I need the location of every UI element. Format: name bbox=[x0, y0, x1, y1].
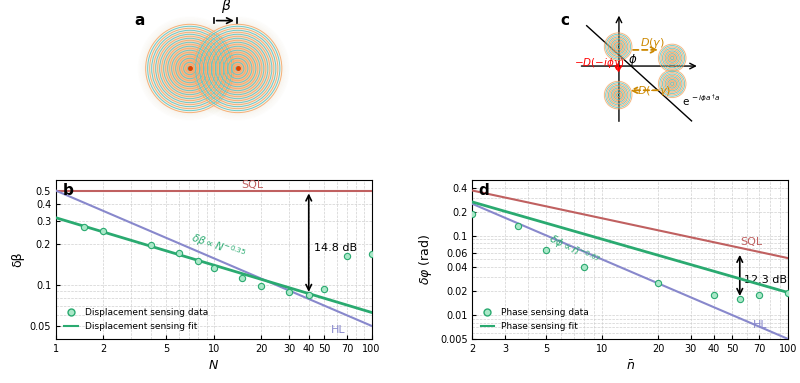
Circle shape bbox=[610, 39, 626, 55]
Circle shape bbox=[611, 39, 626, 54]
Circle shape bbox=[669, 54, 676, 62]
Circle shape bbox=[670, 56, 674, 60]
Circle shape bbox=[670, 55, 675, 61]
Circle shape bbox=[617, 93, 620, 97]
Text: d: d bbox=[478, 183, 490, 198]
Circle shape bbox=[616, 44, 620, 49]
Text: 12.3 dB: 12.3 dB bbox=[744, 275, 787, 285]
Circle shape bbox=[181, 60, 198, 77]
Legend: Phase sensing data, Phase sensing fit: Phase sensing data, Phase sensing fit bbox=[477, 305, 593, 334]
Circle shape bbox=[618, 94, 619, 96]
Text: c: c bbox=[561, 13, 570, 28]
Circle shape bbox=[188, 66, 192, 71]
Circle shape bbox=[616, 93, 620, 97]
Text: SQL: SQL bbox=[242, 180, 264, 190]
Circle shape bbox=[670, 82, 674, 86]
Circle shape bbox=[228, 59, 248, 79]
Circle shape bbox=[184, 62, 196, 75]
Circle shape bbox=[670, 56, 674, 59]
Text: SQL: SQL bbox=[740, 237, 762, 247]
Circle shape bbox=[611, 88, 626, 102]
Circle shape bbox=[614, 43, 622, 51]
Y-axis label: $\delta\varphi$ (rad): $\delta\varphi$ (rad) bbox=[418, 234, 434, 285]
Circle shape bbox=[666, 52, 678, 64]
Circle shape bbox=[233, 64, 242, 73]
Text: b: b bbox=[62, 183, 73, 198]
Y-axis label: δβ: δβ bbox=[11, 252, 24, 267]
Circle shape bbox=[671, 83, 673, 85]
Circle shape bbox=[180, 59, 200, 79]
Circle shape bbox=[670, 81, 675, 87]
Circle shape bbox=[182, 61, 198, 76]
Circle shape bbox=[670, 82, 674, 85]
Text: HL: HL bbox=[754, 320, 768, 331]
Circle shape bbox=[614, 92, 622, 99]
Text: $\delta\beta \propto N^{-0.35}$: $\delta\beta \propto N^{-0.35}$ bbox=[190, 230, 248, 264]
Circle shape bbox=[613, 90, 623, 100]
Circle shape bbox=[230, 61, 245, 76]
X-axis label: $\bar{n}$: $\bar{n}$ bbox=[626, 359, 634, 373]
Circle shape bbox=[664, 76, 680, 92]
Circle shape bbox=[235, 66, 240, 71]
Circle shape bbox=[611, 88, 625, 101]
X-axis label: N: N bbox=[209, 359, 218, 372]
Circle shape bbox=[667, 79, 678, 89]
Circle shape bbox=[615, 44, 621, 50]
Circle shape bbox=[186, 65, 194, 72]
Circle shape bbox=[671, 57, 673, 59]
Circle shape bbox=[666, 77, 678, 90]
Text: $D(-\gamma)$: $D(-\gamma)$ bbox=[637, 84, 671, 98]
Circle shape bbox=[617, 45, 620, 48]
Circle shape bbox=[666, 78, 678, 90]
Circle shape bbox=[668, 54, 677, 62]
Circle shape bbox=[231, 62, 244, 75]
Circle shape bbox=[667, 53, 678, 63]
Circle shape bbox=[618, 46, 619, 47]
Legend: Displacement sensing data, Displacement sensing fit: Displacement sensing data, Displacement … bbox=[61, 305, 212, 334]
Circle shape bbox=[613, 41, 623, 52]
Text: 14.8 dB: 14.8 dB bbox=[314, 243, 357, 253]
Text: $\phi$: $\phi$ bbox=[628, 52, 637, 68]
Text: $\delta\phi \propto \bar{n}^{-0.67}$: $\delta\phi \propto \bar{n}^{-0.67}$ bbox=[546, 231, 602, 270]
Circle shape bbox=[237, 67, 238, 69]
Text: $-D(-i\phi\gamma)$: $-D(-i\phi\gamma)$ bbox=[574, 56, 624, 70]
Circle shape bbox=[665, 77, 679, 91]
Circle shape bbox=[614, 91, 622, 100]
Text: HL: HL bbox=[330, 326, 345, 336]
Circle shape bbox=[668, 79, 677, 88]
Circle shape bbox=[611, 40, 625, 53]
Circle shape bbox=[610, 87, 626, 103]
Circle shape bbox=[185, 64, 194, 73]
Text: a: a bbox=[134, 13, 145, 28]
Circle shape bbox=[189, 67, 190, 69]
Circle shape bbox=[229, 60, 246, 77]
Circle shape bbox=[666, 51, 678, 65]
Text: $D(\gamma)$: $D(\gamma)$ bbox=[640, 36, 665, 50]
Circle shape bbox=[615, 92, 621, 98]
Circle shape bbox=[664, 50, 680, 66]
Circle shape bbox=[234, 65, 241, 72]
Circle shape bbox=[612, 89, 624, 101]
Circle shape bbox=[612, 41, 624, 52]
Text: $\beta$: $\beta$ bbox=[221, 0, 231, 15]
Circle shape bbox=[669, 80, 676, 87]
Circle shape bbox=[614, 42, 622, 51]
Circle shape bbox=[665, 51, 679, 65]
Text: $\mathrm{e}^{\,-i\phi a^\dagger a}$: $\mathrm{e}^{\,-i\phi a^\dagger a}$ bbox=[682, 93, 721, 108]
